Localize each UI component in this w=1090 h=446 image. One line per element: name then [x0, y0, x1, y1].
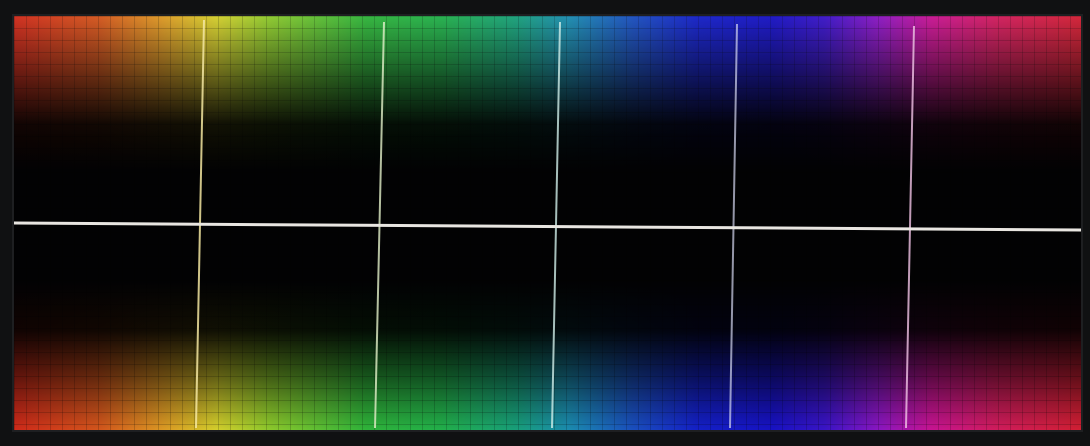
marker-overlay	[14, 19, 1081, 429]
spectrum-display	[12, 14, 1083, 432]
spectrum-band-bottom	[14, 223, 1081, 430]
marker-line-3	[551, 21, 561, 429]
marker-line-4	[729, 23, 738, 429]
marker-line-5	[905, 25, 915, 429]
horizontal-center-line	[14, 221, 1081, 232]
spectrum-band-top	[14, 16, 1081, 223]
